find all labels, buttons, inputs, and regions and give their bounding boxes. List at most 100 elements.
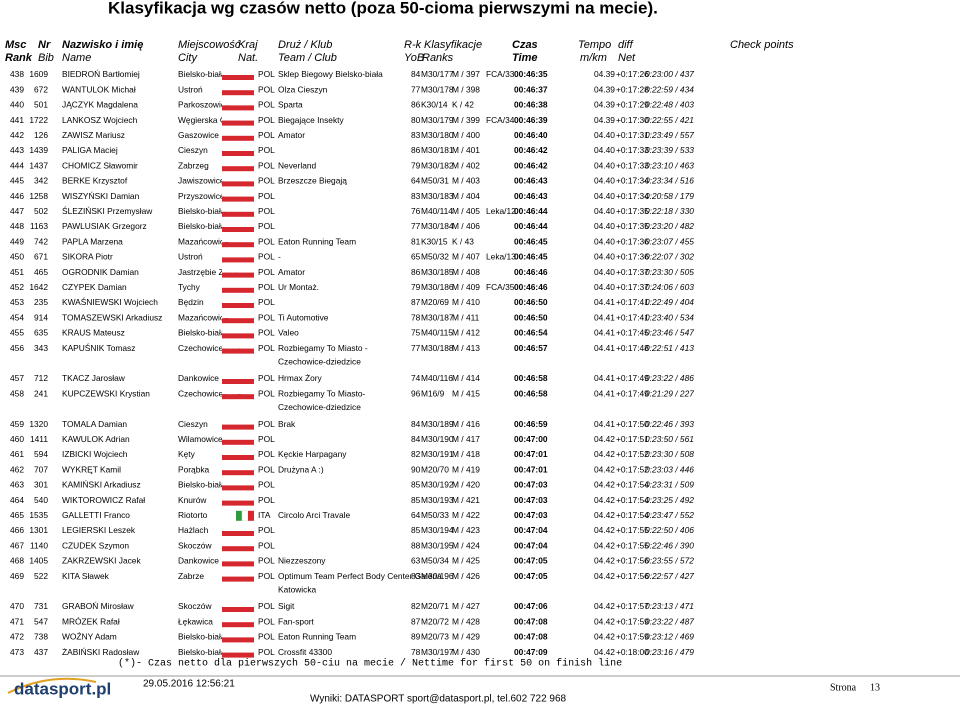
cell-team: Crossfit 43300 <box>278 647 332 657</box>
cell-cat: M30/183 <box>421 191 454 201</box>
header-label: diff <box>618 39 634 51</box>
cell-cat: M30/195 <box>421 540 454 550</box>
cell-rank: M / 413 <box>452 343 480 353</box>
flag <box>222 242 254 248</box>
cell-net: 0:23:10 / 463 <box>645 160 694 170</box>
cell-city: Knurów <box>178 495 207 505</box>
cell-name: KITA Sławek <box>62 571 110 581</box>
cell-team: Circolo Arci Travale <box>278 510 350 520</box>
cell-nat: POL <box>258 449 275 459</box>
cell-nat: POL <box>258 480 275 490</box>
cell-team: Drużyna A :) <box>278 464 324 474</box>
cell-bib: 1535 <box>29 510 48 520</box>
flag <box>222 257 254 263</box>
flag <box>222 526 254 531</box>
cell-net: 0:23:20 / 482 <box>645 221 694 231</box>
cell-net: 0:23:46 / 547 <box>645 328 694 338</box>
flag <box>222 303 254 308</box>
cell-net: 0:23:16 / 479 <box>645 647 694 657</box>
cell-time: 00:47:01 <box>514 464 548 474</box>
cell-rank: M / 401 <box>452 145 480 155</box>
contact: Wyniki: DATASPORT sport@datasport.pl, te… <box>310 694 567 705</box>
cell-pace: 04.40 <box>594 191 615 201</box>
cell-msc: 449 <box>10 236 24 246</box>
cell-team: Brak <box>278 419 296 429</box>
cell-net: 0:23:55 / 572 <box>645 556 694 566</box>
cell-bib: 1163 <box>30 221 48 231</box>
flag <box>222 622 254 628</box>
cell-msc: 467 <box>10 540 24 550</box>
header-label: Tempo <box>578 39 611 51</box>
cell-bib: 1722 <box>29 115 48 125</box>
cell-name: BERKE Krzysztof <box>62 176 128 186</box>
cell-net: 0:23:22 / 486 <box>645 373 694 383</box>
cell-pace: 04.42 <box>594 601 615 611</box>
cell-city: Bielsko-biała <box>178 206 226 216</box>
cell-bib: 235 <box>34 297 48 307</box>
cell-yob: 83 <box>411 130 421 140</box>
cell-pace: 04.41 <box>594 312 615 322</box>
cell-team: Rozbiegamy To Miasto- <box>278 388 366 398</box>
cell-cat: M30/193 <box>421 495 454 505</box>
cell-yob: 85 <box>411 495 421 505</box>
cell-cat: M30/190 <box>421 434 454 444</box>
cell-net: 0:23:49 / 557 <box>645 130 694 140</box>
cell-pace: 04.40 <box>594 282 615 292</box>
cell-time: 00:47:08 <box>514 616 548 626</box>
cell-pace: 04.40 <box>594 236 615 246</box>
print-date: 29.05.2016 12:56:21 <box>143 679 235 690</box>
cell-pace: 04.42 <box>594 510 615 520</box>
cell-rank: M / 404 <box>452 191 480 201</box>
cell-msc: 473 <box>10 647 24 657</box>
cell-net: 0:22:59 / 434 <box>645 84 694 94</box>
flag <box>222 602 254 607</box>
flag <box>222 181 254 187</box>
cell-yob: 85 <box>411 480 421 490</box>
cell-msc: 440 <box>10 100 24 110</box>
cell-net: 0:23:30 / 508 <box>645 449 694 459</box>
cell-name: SIKORA Piotr <box>62 252 113 262</box>
cell-team: Sparta <box>278 100 303 110</box>
cell-team: Czechowice-dziedzice <box>278 402 361 412</box>
cell-team: Ti Automotive <box>278 312 329 322</box>
cell-bib: 731 <box>34 601 48 611</box>
cell-yob: 96 <box>411 388 421 398</box>
cell-bib: 1439 <box>29 145 48 155</box>
cell-bib: 738 <box>34 632 48 642</box>
header-label: Nazwisko i imię <box>62 39 143 51</box>
cell-bib: 522 <box>34 571 48 581</box>
cell-team: Amator <box>278 267 305 277</box>
cell-cat: M20/73 <box>421 632 449 642</box>
cell-team: Sigit <box>278 601 295 611</box>
cell-pace: 04.42 <box>594 647 615 657</box>
cell-diff: +0:17:50 <box>616 419 649 429</box>
cell-extra: Leka/12 <box>486 206 516 216</box>
cell-rank: M / 425 <box>452 556 480 566</box>
cell-cat: K30/14 <box>421 100 448 110</box>
cell-bib: 241 <box>34 388 48 398</box>
cell-yob: 76 <box>411 206 421 216</box>
header-label: Czas <box>512 39 538 51</box>
flag <box>222 571 254 577</box>
cell-yob: 63 <box>411 556 421 566</box>
flag <box>236 510 242 521</box>
cell-nat: POL <box>258 191 275 201</box>
cell-time: 00:47:05 <box>514 571 548 581</box>
flag <box>222 632 254 638</box>
flag <box>248 510 254 521</box>
cell-nat: POL <box>258 328 275 338</box>
cell-nat: POL <box>258 267 275 277</box>
cell-diff: +0:17:35 <box>616 221 649 231</box>
cell-yob: 83 <box>411 191 421 201</box>
cell-net: 0:23:39 / 533 <box>645 145 694 155</box>
cell-team: Biegające Insekty <box>278 115 344 125</box>
cell-msc: 453 <box>10 297 24 307</box>
cell-net: 0:23:31 / 509 <box>645 480 694 490</box>
cell-msc: 448 <box>10 221 24 231</box>
cell-nat: POL <box>258 297 275 307</box>
flag <box>222 70 254 75</box>
cell-name: CZYPEK Damian <box>62 282 127 292</box>
header-label: Bib <box>38 52 54 64</box>
cell-cat: M40/116 <box>421 373 453 383</box>
flag <box>222 434 254 440</box>
